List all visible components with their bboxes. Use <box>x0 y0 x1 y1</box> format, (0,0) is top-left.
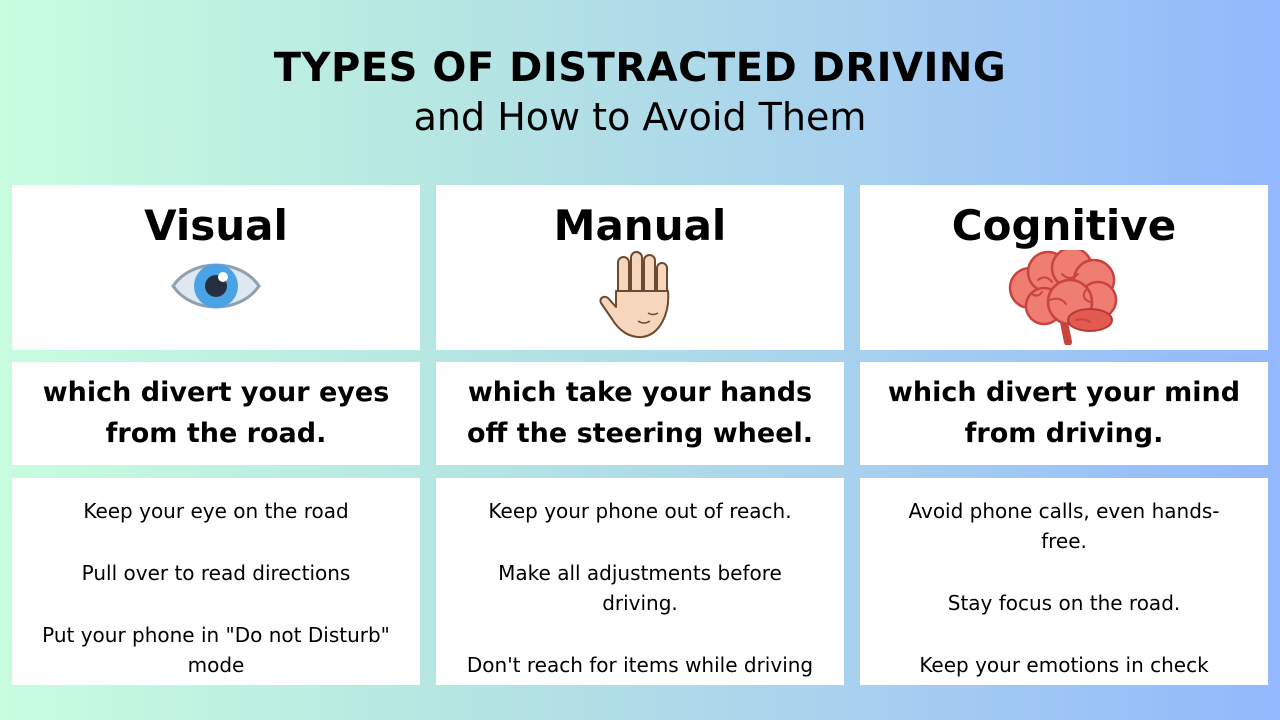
page-subtitle: and How to Avoid Them <box>413 95 867 139</box>
cognitive-description-card: which divert your mind from driving. <box>860 362 1268 465</box>
tip-item: Stay focus on the road. <box>947 591 1181 615</box>
visual-description-card: which divert your eyes from the road. <box>12 362 420 465</box>
cognitive-description: which divert your mind from driving. <box>887 377 1241 449</box>
tip-item: Pull over to read directions <box>81 561 351 585</box>
eye-icon <box>170 255 262 321</box>
hand-icon <box>598 251 682 345</box>
visual-tips-card: Keep your eye on the road Pull over to r… <box>12 478 420 685</box>
header: TYPES OF DISTRACTED DRIVING and How to A… <box>0 44 1280 142</box>
page-title: TYPES OF DISTRACTED DRIVING <box>273 45 1007 91</box>
manual-description-card: which take your hands off the steering w… <box>436 362 844 465</box>
cognitive-card-header: Cognitive <box>860 185 1268 350</box>
category-title-cognitive: Cognitive <box>951 201 1177 250</box>
cognitive-tips-card: Avoid phone calls, even hands-free. Stay… <box>860 478 1268 685</box>
tip-item: Don't reach for items while driving <box>466 653 814 677</box>
tip-item: Put your phone in "Do not Disturb" mode <box>42 623 390 677</box>
category-title-visual: Visual <box>144 201 288 250</box>
tip-item: Avoid phone calls, even hands-free. <box>908 499 1220 553</box>
visual-card-header: Visual <box>12 185 420 350</box>
tip-item: Keep your eye on the road <box>83 499 349 523</box>
brain-icon <box>1006 246 1122 349</box>
tip-item: Keep your emotions in check <box>919 653 1209 677</box>
manual-card-header: Manual <box>436 185 844 350</box>
category-title-manual: Manual <box>553 201 727 250</box>
visual-description: which divert your eyes from the road. <box>42 377 390 449</box>
tip-item: Keep your phone out of reach. <box>488 499 792 523</box>
manual-tips-card: Keep your phone out of reach. Make all a… <box>436 478 844 685</box>
manual-description: which take your hands off the steering w… <box>466 377 814 449</box>
tip-item: Make all adjustments before driving. <box>498 561 782 615</box>
